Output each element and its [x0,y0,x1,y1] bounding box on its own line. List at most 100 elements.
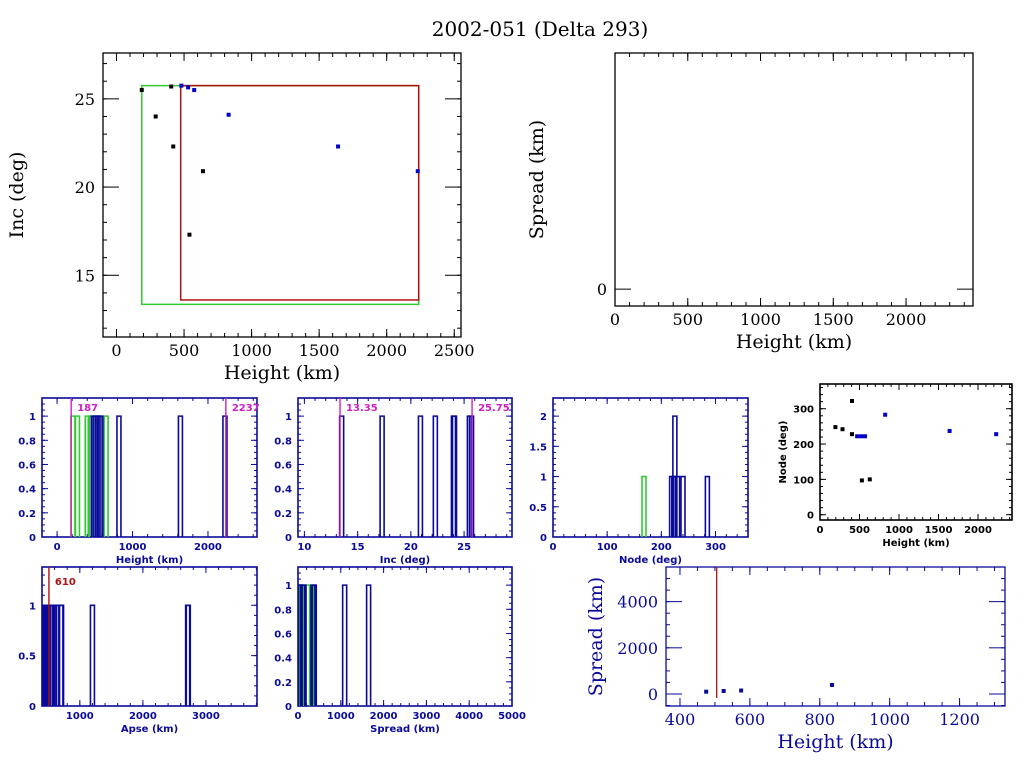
histogram-bar-blue [451,415,458,537]
x-tick-label: 0 [295,711,302,722]
plot-frame [614,52,974,307]
data-layer [139,83,420,306]
data-point-blue [192,88,197,93]
y-tick-label: 0.8 [274,436,292,447]
chart-node-histogram: 0 100 200 300 0 0.5 1 1.5 2 Node (deg) [529,397,749,566]
x-axis-label: Inc (deg) [380,555,431,566]
histogram-bar-green [87,415,94,537]
chart-spread-vs-height: 400 600 800 1000 1200 0 2000 4000 Height (km) Spr… [585,566,1006,753]
y-tick-label: 0 [648,685,658,704]
x-tick-label: 25 [457,542,471,553]
data-point-blue [186,85,191,90]
data-point-black [867,477,872,482]
y-tick-label: 1 [29,412,36,423]
chart-spread-histogram: 0 1000 2000 3000 4000 5000 0 0.2 0.4 0.6 0.8 1 Sprea… [274,566,526,735]
y-tick-label: 0 [285,702,292,713]
x-tick-label: 1000 [740,310,781,329]
data-point-blue [883,412,888,417]
y-tick-label: 0.6 [274,460,292,471]
x-tick-label: 0 [111,341,121,360]
x-axis-label: Height (km) [777,731,893,753]
x-tick-label: 2000 [370,711,398,722]
histogram-bar-blue [116,415,122,537]
y-tick-label: 0.2 [274,509,292,520]
data-layer [70,398,228,537]
x-tick-label: 3000 [412,711,440,722]
x-tick-label: 0 [54,542,61,553]
plot-frame [297,566,513,707]
data-point-blue [226,112,231,117]
y-tick-label: 0.4 [274,485,292,496]
x-tick-label: 0 [550,542,557,553]
x-tick-label: 1200 [939,710,980,729]
range-marker-label: 610 [55,577,76,588]
histogram-bar-blue [222,415,228,537]
page-title: 2002-051 (Delta 293) [432,17,649,41]
x-axis-label: Height (km) [882,538,949,549]
x-tick-label: 10 [297,542,311,553]
histogram-bar-blue [680,475,686,537]
x-tick-label: 400 [665,710,696,729]
data-point-blue [855,434,860,439]
plot-frame [552,397,749,538]
x-tick-label: 2000 [129,711,157,722]
histogram-bar-green [84,415,91,537]
histogram-bar-blue [417,415,424,537]
data-point-black [840,427,845,432]
data-point-black [859,478,864,483]
x-axis-label: Apse (km) [121,724,178,735]
data-point-black [171,144,176,149]
y-axis-label: Node (deg) [778,421,789,484]
data-layer [833,398,999,483]
data-point-blue [415,169,420,174]
y-tick-label: 200 [793,440,814,451]
chart-node-vs-height: 0 500 1000 1500 2000 0 100 200 300 Height (km) Nod… [778,383,1013,549]
x-tick-label: 200 [651,542,672,553]
y-tick-label: 20 [75,178,95,197]
x-axis-label: Height (km) [224,362,340,384]
data-point-blue [336,144,341,149]
x-tick-label: 1000 [66,711,94,722]
data-point-blue [863,434,868,439]
y-tick-label: 0.5 [529,503,547,514]
x-tick-label: 2000 [194,542,222,553]
red-box [179,84,420,301]
data-layer [704,567,835,698]
range-marker-label: 25.75 [478,403,510,414]
data-point-black [187,232,192,237]
histogram-bar-blue [89,604,96,706]
x-tick-label: 3000 [192,711,220,722]
x-tick-label: 1000 [885,525,913,536]
y-tick-label: 2 [540,412,547,423]
chart-apse-histogram: 1000 2000 3000 0 0.5 1 Apse (km) 610 [18,566,258,735]
y-tick-label: 0 [285,533,292,544]
y-tick-label: 0.4 [18,485,36,496]
y-tick-label: 0.8 [18,436,36,447]
x-tick-label: 20 [404,542,418,553]
data-point-blue [994,432,999,437]
range-marker-label: 187 [77,403,98,414]
histogram-bar-blue [365,584,372,706]
data-point-blue [179,83,184,88]
x-tick-label: 1500 [813,310,854,329]
y-tick-label: 300 [793,405,814,416]
histogram-bar-green [74,415,81,537]
x-axis-label: Height (km) [736,331,852,353]
histogram-bar-blue [674,475,681,537]
y-tick-label: 1 [285,412,292,423]
x-tick-label: 500 [169,341,200,360]
x-tick-label: 1000 [119,542,147,553]
y-tick-label: 0.4 [274,654,292,665]
chart-spread-vs-height-empty: 0 500 1000 1500 2000 0 Height (km) Spread (km) [526,52,974,353]
chart-inc-vs-height: 0 500 1000 1500 2000 2500 15 20 25 Height (km) Inc… [6,52,475,384]
y-tick-label: 0 [29,702,36,713]
histogram-bar-blue [311,584,318,706]
y-tick-label: 1.5 [529,442,547,453]
data-layer [641,415,711,537]
y-tick-label: 0.8 [274,605,292,616]
x-tick-label: 4000 [455,711,483,722]
histogram-bar-blue [177,415,184,537]
histogram-bar-blue [58,604,65,706]
y-tick-label: 0 [540,533,547,544]
